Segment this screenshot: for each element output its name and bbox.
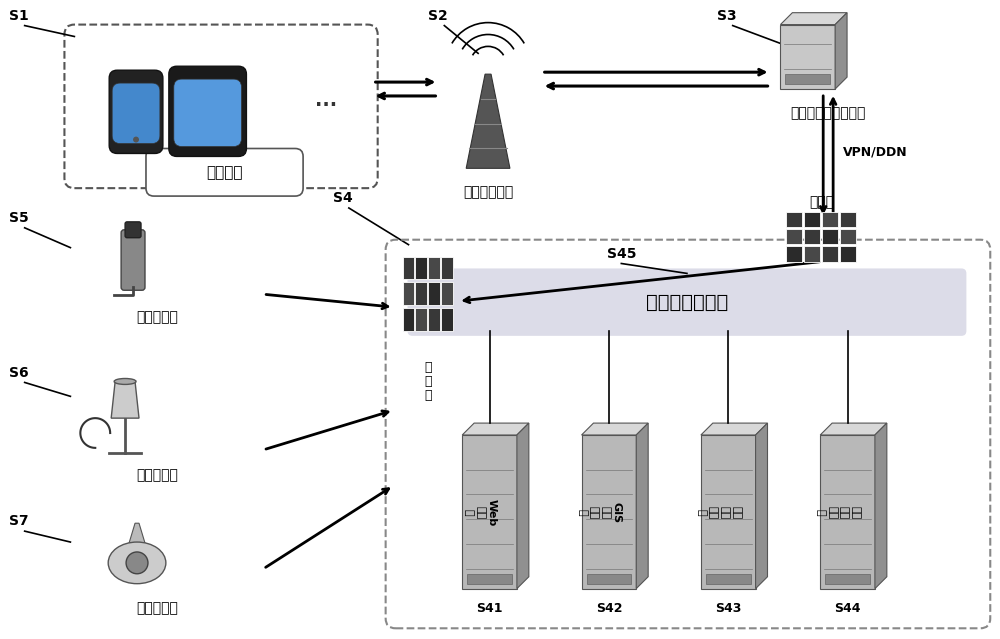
Ellipse shape <box>114 378 136 385</box>
Text: 景区中心局域网: 景区中心局域网 <box>646 293 728 312</box>
Bar <box>587 574 631 583</box>
Text: 雨量传感器: 雨量传感器 <box>136 468 178 482</box>
Polygon shape <box>701 423 768 435</box>
Text: 空间
分析
服务
器: 空间 分析 服务 器 <box>696 505 741 519</box>
Circle shape <box>133 137 139 142</box>
Polygon shape <box>582 423 648 435</box>
FancyBboxPatch shape <box>125 222 141 238</box>
Text: 防火墙: 防火墙 <box>810 195 835 209</box>
Bar <box>804 247 820 261</box>
Polygon shape <box>835 13 847 89</box>
Bar <box>786 229 802 244</box>
Ellipse shape <box>126 552 148 574</box>
Polygon shape <box>462 435 517 589</box>
FancyBboxPatch shape <box>109 70 163 153</box>
FancyBboxPatch shape <box>408 268 966 336</box>
Text: S42: S42 <box>596 602 622 615</box>
FancyBboxPatch shape <box>146 148 303 196</box>
Text: S3: S3 <box>717 9 736 22</box>
Bar <box>822 229 838 244</box>
Polygon shape <box>701 435 756 589</box>
Polygon shape <box>820 435 875 589</box>
Text: 防
火
墙: 防 火 墙 <box>425 360 432 402</box>
Text: 位置
安全
知识
库: 位置 安全 知识 库 <box>816 505 861 519</box>
Polygon shape <box>466 74 510 168</box>
Text: S44: S44 <box>834 602 861 615</box>
Bar <box>840 229 856 244</box>
Text: 景区移动网关服务器: 景区移动网关服务器 <box>790 106 866 120</box>
Text: VPN/DDN: VPN/DDN <box>843 146 908 159</box>
Text: S7: S7 <box>9 514 28 528</box>
Bar <box>441 308 453 331</box>
FancyBboxPatch shape <box>174 79 241 146</box>
Bar <box>840 247 856 261</box>
Bar <box>441 282 453 305</box>
Bar <box>804 229 820 244</box>
Bar <box>441 257 453 279</box>
Text: 手持终端: 手持终端 <box>206 165 243 180</box>
Bar <box>785 74 830 84</box>
Polygon shape <box>756 423 768 589</box>
Text: 景区通信基站: 景区通信基站 <box>463 185 513 199</box>
Text: 水深传感器: 水深传感器 <box>136 310 178 324</box>
Text: S45: S45 <box>607 247 637 261</box>
Polygon shape <box>129 523 145 543</box>
Bar <box>403 282 414 305</box>
Bar <box>415 308 427 331</box>
Bar <box>840 212 856 227</box>
FancyBboxPatch shape <box>112 83 160 144</box>
Bar <box>428 308 440 331</box>
Bar <box>467 574 512 583</box>
Polygon shape <box>517 423 529 589</box>
Polygon shape <box>111 381 139 418</box>
FancyBboxPatch shape <box>169 66 246 157</box>
Polygon shape <box>582 435 636 589</box>
Bar <box>822 247 838 261</box>
Bar <box>428 282 440 305</box>
Bar <box>804 212 820 227</box>
Ellipse shape <box>108 542 166 583</box>
Bar <box>825 574 870 583</box>
Text: S2: S2 <box>428 9 448 22</box>
Text: 视频监控器: 视频监控器 <box>136 601 178 615</box>
Bar <box>428 257 440 279</box>
Polygon shape <box>780 13 847 24</box>
Bar <box>786 247 802 261</box>
FancyBboxPatch shape <box>121 230 145 290</box>
Bar <box>403 308 414 331</box>
Text: S4: S4 <box>333 191 353 205</box>
Bar <box>822 212 838 227</box>
Polygon shape <box>462 423 529 435</box>
Text: Web
服务
器: Web 服务 器 <box>464 498 497 526</box>
Text: S5: S5 <box>9 211 28 225</box>
Text: S41: S41 <box>476 602 503 615</box>
Bar <box>415 282 427 305</box>
Polygon shape <box>820 423 887 435</box>
Text: GIS
空间
数据
库: GIS 空间 数据 库 <box>577 502 622 523</box>
Text: S6: S6 <box>9 366 28 380</box>
Text: S1: S1 <box>9 9 28 22</box>
Polygon shape <box>636 423 648 589</box>
Bar <box>415 257 427 279</box>
Polygon shape <box>780 24 835 89</box>
Text: ···: ··· <box>315 96 337 116</box>
Bar <box>403 257 414 279</box>
Bar <box>786 212 802 227</box>
Text: S43: S43 <box>715 602 741 615</box>
Bar <box>706 574 751 583</box>
Polygon shape <box>875 423 887 589</box>
